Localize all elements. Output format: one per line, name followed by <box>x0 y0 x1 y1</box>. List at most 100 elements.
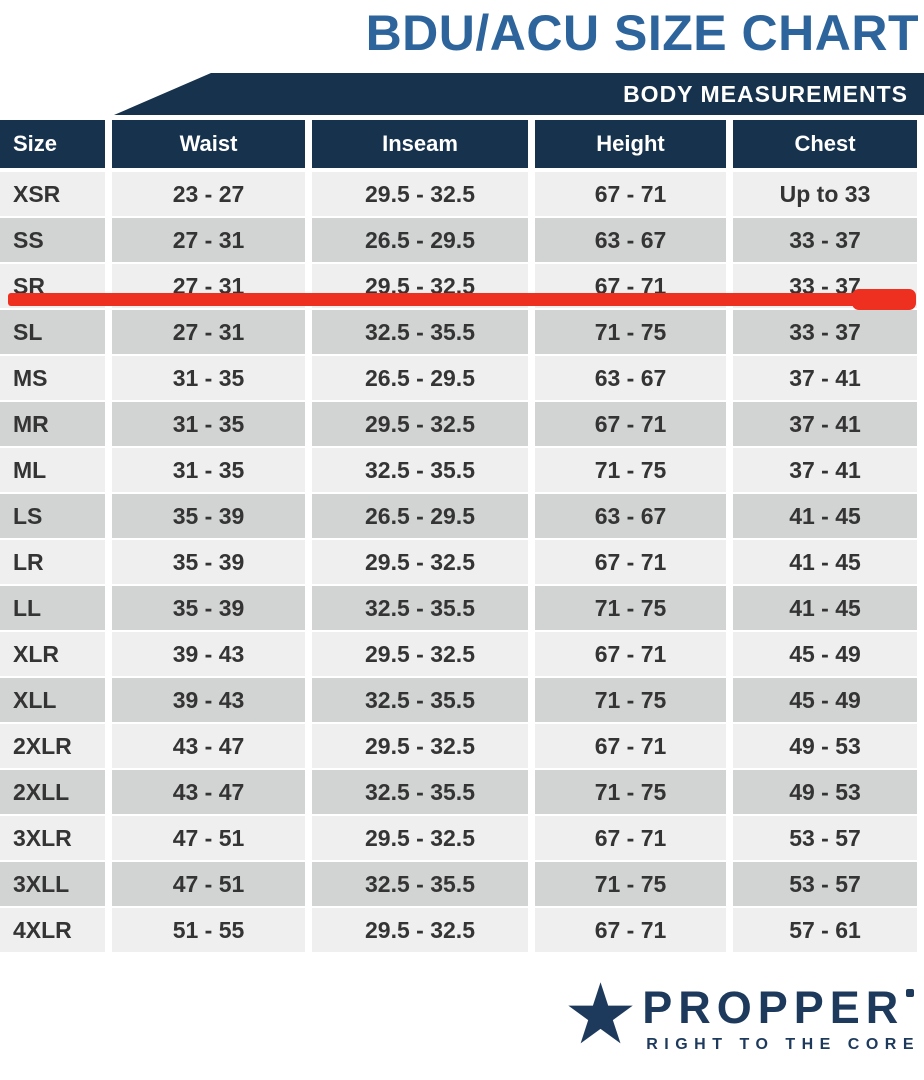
table-row-ms: MS 31 - 35 26.5 - 29.5 63 - 67 37 - 41 <box>0 356 917 400</box>
cell-inseam: 32.5 - 35.5 <box>312 310 528 354</box>
cell-waist: 27 - 31 <box>112 218 305 262</box>
cell-size: LS <box>0 494 105 538</box>
cell-size: 2XLR <box>0 724 105 768</box>
cell-height: 71 - 75 <box>535 862 726 906</box>
cell-size: LR <box>0 540 105 584</box>
cell-chest: 49 - 53 <box>733 724 917 768</box>
cell-waist: 23 - 27 <box>112 172 305 216</box>
table-row-lr: LR 35 - 39 29.5 - 32.5 67 - 71 41 - 45 <box>0 540 917 584</box>
table-row-ml: ML 31 - 35 32.5 - 35.5 71 - 75 37 - 41 <box>0 448 917 492</box>
cell-waist: 47 - 51 <box>112 862 305 906</box>
cell-height: 63 - 67 <box>535 356 726 400</box>
cell-waist: 35 - 39 <box>112 494 305 538</box>
cell-waist: 27 - 31 <box>112 310 305 354</box>
cell-inseam: 29.5 - 32.5 <box>312 172 528 216</box>
cell-waist: 31 - 35 <box>112 402 305 446</box>
table-row-xsr: XSR 23 - 27 29.5 - 32.5 67 - 71 Up to 33 <box>0 172 917 216</box>
cell-inseam: 29.5 - 32.5 <box>312 540 528 584</box>
cell-size: 3XLR <box>0 816 105 860</box>
cell-chest: 53 - 57 <box>733 862 917 906</box>
table-row-2xll: 2XLL 43 - 47 32.5 - 35.5 71 - 75 49 - 53 <box>0 770 917 814</box>
cell-chest: Up to 33 <box>733 172 917 216</box>
cell-waist: 35 - 39 <box>112 540 305 584</box>
column-header-height: Height <box>535 120 726 168</box>
cell-height: 71 - 75 <box>535 678 726 722</box>
cell-size: SS <box>0 218 105 262</box>
cell-chest: 57 - 61 <box>733 908 917 952</box>
cell-waist: 39 - 43 <box>112 678 305 722</box>
table-header: Size Waist Inseam Height Chest <box>0 120 917 168</box>
cell-chest: 37 - 41 <box>733 356 917 400</box>
table-row-mr: MR 31 - 35 29.5 - 32.5 67 - 71 37 - 41 <box>0 402 917 446</box>
column-header-waist: Waist <box>112 120 305 168</box>
cell-height: 63 - 67 <box>535 494 726 538</box>
cell-waist: 35 - 39 <box>112 586 305 630</box>
brand-wordmark: PROPPER <box>642 982 905 1033</box>
cell-height: 67 - 71 <box>535 172 726 216</box>
cell-inseam: 29.5 - 32.5 <box>312 632 528 676</box>
table-row-2xlr: 2XLR 43 - 47 29.5 - 32.5 67 - 71 49 - 53 <box>0 724 917 768</box>
cell-size: MS <box>0 356 105 400</box>
cell-waist: 31 - 35 <box>112 448 305 492</box>
cell-inseam: 32.5 - 35.5 <box>312 678 528 722</box>
cell-inseam: 29.5 - 32.5 <box>312 724 528 768</box>
table-row-3xlr: 3XLR 47 - 51 29.5 - 32.5 67 - 71 53 - 57 <box>0 816 917 860</box>
cell-height: 71 - 75 <box>535 770 726 814</box>
cell-chest: 41 - 45 <box>733 494 917 538</box>
cell-chest: 53 - 57 <box>733 816 917 860</box>
cell-size: MR <box>0 402 105 446</box>
cell-height: 67 - 71 <box>535 540 726 584</box>
body-measurements-banner: BODY MEASUREMENTS <box>114 73 924 115</box>
cell-inseam: 26.5 - 29.5 <box>312 356 528 400</box>
cell-height: 71 - 75 <box>535 310 726 354</box>
table-row-ss: SS 27 - 31 26.5 - 29.5 63 - 67 33 - 37 <box>0 218 917 262</box>
cell-inseam: 29.5 - 32.5 <box>312 816 528 860</box>
cell-size: LL <box>0 586 105 630</box>
cell-size: XLL <box>0 678 105 722</box>
cell-inseam: 32.5 - 35.5 <box>312 448 528 492</box>
cell-height: 67 - 71 <box>535 402 726 446</box>
table-row-xlr: XLR 39 - 43 29.5 - 32.5 67 - 71 45 - 49 <box>0 632 917 676</box>
cell-waist: 43 - 47 <box>112 724 305 768</box>
cell-inseam: 29.5 - 32.5 <box>312 908 528 952</box>
cell-chest: 49 - 53 <box>733 770 917 814</box>
cell-waist: 39 - 43 <box>112 632 305 676</box>
cell-size: SL <box>0 310 105 354</box>
cell-size: 4XLR <box>0 908 105 952</box>
cell-chest: 41 - 45 <box>733 586 917 630</box>
cell-height: 67 - 71 <box>535 632 726 676</box>
banner-label: BODY MEASUREMENTS <box>623 81 908 107</box>
table-body: XSR 23 - 27 29.5 - 32.5 67 - 71 Up to 33 SS 27… <box>0 172 917 954</box>
column-header-inseam: Inseam <box>312 120 528 168</box>
table-row-4xlr: 4XLR 51 - 55 29.5 - 32.5 67 - 71 57 - 61 <box>0 908 917 952</box>
cell-height: 67 - 71 <box>535 724 726 768</box>
cell-chest: 33 - 37 <box>733 218 917 262</box>
registered-mark-icon <box>906 989 915 997</box>
table-row-ls: LS 35 - 39 26.5 - 29.5 63 - 67 41 - 45 <box>0 494 917 538</box>
cell-size: XSR <box>0 172 105 216</box>
cell-height: 67 - 71 <box>535 816 726 860</box>
cell-waist: 47 - 51 <box>112 816 305 860</box>
cell-chest: 33 - 37 <box>733 310 917 354</box>
highlight-marker <box>8 293 890 306</box>
cell-height: 63 - 67 <box>535 218 726 262</box>
cell-inseam: 32.5 - 35.5 <box>312 586 528 630</box>
cell-chest: 37 - 41 <box>733 448 917 492</box>
table-row-ll: LL 35 - 39 32.5 - 35.5 71 - 75 41 - 45 <box>0 586 917 630</box>
cell-chest: 45 - 49 <box>733 678 917 722</box>
cell-size: 3XLL <box>0 862 105 906</box>
star-icon: ★ <box>562 967 639 1061</box>
cell-inseam: 26.5 - 29.5 <box>312 494 528 538</box>
table-row-sr: SR 27 - 31 29.5 - 32.5 67 - 71 33 - 37 <box>0 264 917 310</box>
column-header-chest: Chest <box>733 120 917 168</box>
cell-chest: 37 - 41 <box>733 402 917 446</box>
cell-height: 71 - 75 <box>535 448 726 492</box>
cell-chest: 45 - 49 <box>733 632 917 676</box>
propper-logo: ★ PROPPER RIGHT TO THE CORE <box>562 967 920 1061</box>
cell-inseam: 26.5 - 29.5 <box>312 218 528 262</box>
brand-tagline: RIGHT TO THE CORE <box>646 1036 920 1053</box>
cell-height: 67 - 71 <box>535 908 726 952</box>
cell-inseam: 32.5 - 35.5 <box>312 770 528 814</box>
logo-text: PROPPER RIGHT TO THE CORE <box>642 978 920 1054</box>
